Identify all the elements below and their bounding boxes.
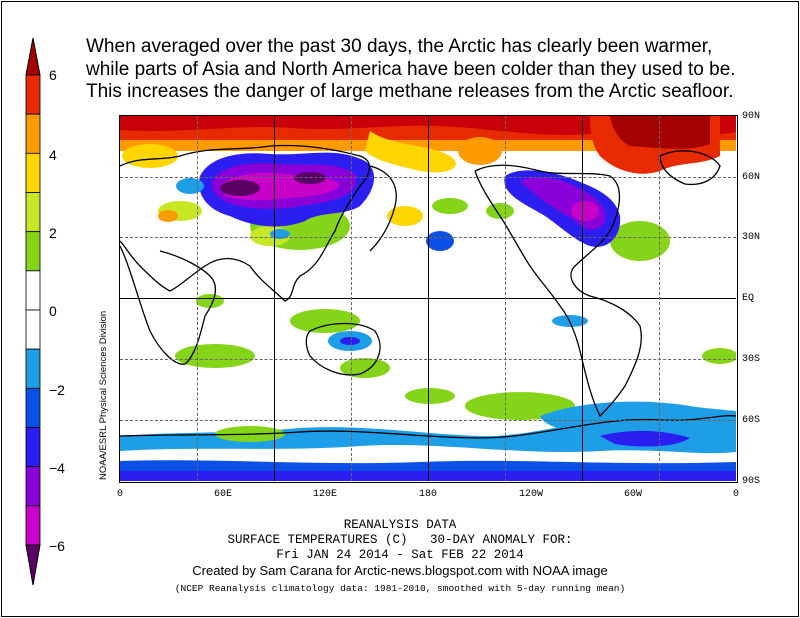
warm-patch — [610, 221, 670, 261]
colorbar-segment — [25, 192, 41, 233]
cold-patch — [270, 229, 290, 239]
colorbar-segment — [25, 387, 41, 428]
colorbar-segment — [25, 466, 41, 507]
meridian-dashed — [659, 116, 660, 481]
warm-patch — [432, 198, 468, 214]
lon-label: 0 — [116, 489, 124, 500]
cold-patch — [426, 231, 454, 251]
colorbar-label: 0 — [49, 303, 57, 319]
lon-label: 180 — [418, 489, 438, 500]
warm-patch — [290, 309, 360, 333]
colorbar-segment — [25, 427, 41, 468]
meridian-dashed — [505, 116, 506, 481]
equator-line — [120, 298, 736, 299]
meridian-dashed — [197, 116, 198, 481]
colorbar-label: 4 — [49, 147, 57, 163]
lon-label: 0 — [732, 489, 740, 500]
warm-patch — [486, 203, 514, 219]
colorbar-label: −2 — [49, 382, 65, 398]
cold-patch — [340, 337, 360, 345]
namerica-cold-anomaly — [571, 201, 599, 221]
parallel-dashed — [120, 359, 736, 360]
colorbar — [25, 37, 41, 586]
asia-cold-anomaly — [294, 172, 326, 184]
colorbar-segment — [25, 348, 41, 389]
arctic-warm-core — [610, 116, 710, 149]
source-vertical-label: NOAA/ESRL Physical Sciences Division — [98, 310, 109, 480]
lon-label: 60E — [213, 489, 233, 500]
lat-label: 90S — [742, 476, 761, 487]
colorbar-segment — [25, 309, 41, 350]
warm-patch — [458, 137, 502, 165]
headline-line-1: When averaged over the past 30 days, the… — [86, 36, 713, 57]
credit-line: Created by Sam Carana for Arctic-news.bl… — [192, 563, 608, 578]
lon-label: 60W — [623, 489, 643, 500]
warm-patch — [405, 388, 455, 404]
warm-patch — [340, 358, 390, 378]
parallel-dashed — [120, 237, 736, 238]
colorbar-segment — [25, 37, 41, 76]
lat-label: 30S — [742, 354, 761, 365]
colorbar-segments — [25, 37, 41, 586]
warm-patch — [465, 392, 575, 420]
colorbar-segment — [25, 270, 41, 311]
colorbar-label: 6 — [49, 67, 57, 83]
warm-patch — [387, 206, 423, 226]
antarctic-anomaly — [600, 430, 690, 447]
caption-line-3: Fri JAN 24 2014 - Sat FEB 22 2014 — [276, 548, 524, 562]
meridian-dashed — [351, 116, 352, 481]
map-frame — [119, 115, 738, 483]
headline: When averaged over the past 30 days, the… — [86, 36, 786, 104]
lat-label: 90N — [742, 111, 761, 122]
lat-label: 30N — [742, 232, 761, 243]
warm-patch — [196, 294, 224, 308]
headline-line-3: This increases the danger of large metha… — [86, 81, 734, 102]
colorbar-segment — [25, 113, 41, 154]
lat-label: EQ — [742, 293, 755, 304]
warm-patch — [122, 144, 178, 168]
colorbar-label: 2 — [49, 225, 57, 241]
colorbar-label: −4 — [49, 460, 65, 476]
lat-label: 60N — [742, 172, 761, 183]
lon-label: 120W — [518, 489, 544, 500]
parallel-dashed — [120, 420, 736, 421]
warm-patch — [158, 210, 178, 222]
warm-patch — [365, 131, 456, 173]
colorbar-segment — [25, 152, 41, 193]
asia-cold-anomaly — [220, 180, 260, 196]
parallel-dashed — [120, 177, 736, 178]
caption-line-1: REANALYSIS DATA — [343, 518, 457, 532]
colorbar-segment — [25, 231, 41, 272]
lon-label: 120E — [312, 489, 338, 500]
lat-label: 60S — [742, 415, 761, 426]
caption-line-2: SURFACE TEMPERATURES (C) 30-DAY ANOMALY … — [227, 533, 573, 547]
colorbar-segment — [25, 74, 41, 115]
antarctic-anomaly — [540, 401, 736, 436]
colorbar-segment — [25, 544, 41, 586]
headline-line-2: while parts of Asia and North America ha… — [86, 58, 736, 80]
climatology-note: (NCEP Reanalysis climatology data: 1981-… — [174, 583, 626, 594]
colorbar-label: −6 — [49, 538, 65, 554]
